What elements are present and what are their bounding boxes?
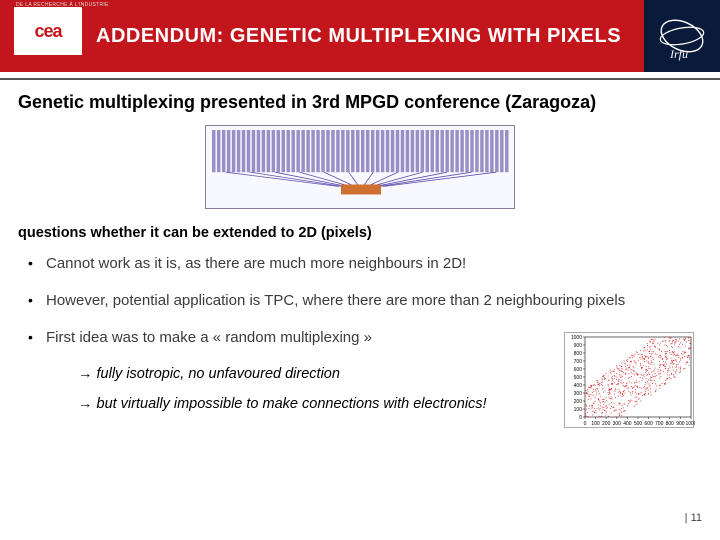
svg-text:500: 500 — [574, 375, 583, 381]
bullet-item: Cannot work as it is, as there are much … — [46, 255, 702, 272]
scatter-svg: 0100200300400500600700800900100001002003… — [565, 333, 695, 429]
header-banner: DE LA RECHERCHE À L'INDUSTRIE cea ADDEND… — [0, 0, 720, 72]
cea-logo: cea — [14, 7, 82, 55]
svg-text:400: 400 — [574, 383, 583, 389]
svg-text:0: 0 — [584, 421, 587, 427]
svg-text:300: 300 — [574, 391, 583, 397]
svg-text:200: 200 — [602, 421, 611, 427]
slide-title: ADDENDUM: GENETIC MULTIPLEXING WITH PIXE… — [96, 25, 621, 48]
svg-text:0: 0 — [579, 415, 582, 421]
irfu-logo-svg: Irfu — [652, 10, 712, 62]
detector-svg — [206, 126, 515, 209]
svg-text:900: 900 — [574, 343, 583, 349]
svg-text:100: 100 — [574, 407, 583, 413]
svg-text:800: 800 — [666, 421, 675, 427]
detector-figure — [205, 125, 515, 209]
svg-text:900: 900 — [676, 421, 685, 427]
svg-text:700: 700 — [574, 359, 583, 365]
page-number: | 11 — [685, 512, 702, 524]
bullet-item: However, potential application is TPC, w… — [46, 292, 702, 309]
header-underline — [0, 78, 720, 80]
svg-text:400: 400 — [623, 421, 632, 427]
scatter-chart: 0100200300400500600700800900100001002003… — [564, 332, 694, 428]
svg-text:1000: 1000 — [685, 421, 695, 427]
svg-text:Irfu: Irfu — [669, 47, 688, 61]
svg-text:300: 300 — [613, 421, 622, 427]
svg-text:500: 500 — [634, 421, 643, 427]
irfu-logo: Irfu — [644, 0, 720, 72]
arrow-text: but virtually impossible to make connect… — [97, 396, 487, 412]
cea-logo-text: cea — [34, 21, 61, 42]
question-line: questions whether it can be extended to … — [18, 225, 702, 241]
svg-text:100: 100 — [591, 421, 600, 427]
svg-text:200: 200 — [574, 399, 583, 405]
svg-text:600: 600 — [644, 421, 653, 427]
svg-text:700: 700 — [655, 421, 664, 427]
svg-text:800: 800 — [574, 351, 583, 357]
svg-text:1000: 1000 — [571, 335, 582, 341]
subtitle: Genetic multiplexing presented in 3rd MP… — [18, 92, 702, 113]
arrow-text: fully isotropic, no unfavoured direction — [97, 366, 340, 382]
svg-text:600: 600 — [574, 367, 583, 373]
